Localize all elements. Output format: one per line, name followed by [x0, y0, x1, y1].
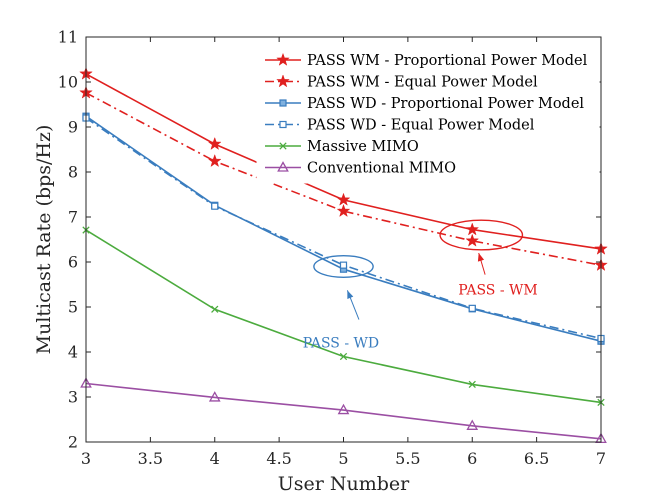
series-line	[85, 92, 602, 266]
annotation-label: PASS - WD	[303, 336, 379, 352]
data-point	[337, 403, 350, 415]
y-tick-label: 2	[68, 433, 78, 452]
legend-entry-5: Massive MIMO	[265, 139, 419, 155]
y-tick-label: 5	[68, 298, 78, 317]
data-point	[207, 136, 222, 150]
x-tick-label: 5	[338, 449, 348, 468]
legend-marker	[277, 161, 289, 172]
data-point	[339, 261, 348, 269]
data-point	[207, 153, 222, 168]
data-point	[465, 233, 480, 247]
data-point	[465, 222, 480, 236]
annotation-arrow-head	[347, 290, 354, 299]
data-point	[466, 419, 479, 430]
y-tick-label: 9	[68, 118, 78, 137]
data-point	[468, 304, 476, 312]
data-point	[336, 203, 351, 218]
x-tick-label: 6.5	[524, 449, 549, 468]
legend-marker	[276, 52, 290, 66]
x-tick-label: 6	[467, 449, 477, 468]
y-tick-label: 3	[68, 388, 78, 407]
data-point	[211, 202, 219, 210]
legend-label: PASS WD - Equal Power Model	[307, 118, 535, 134]
legend-entry-4: PASS WD - Equal Power Model	[265, 118, 535, 134]
annotation-layer: PASS - WM PASS - WD	[303, 219, 538, 352]
x-tick-label: 3.5	[138, 449, 163, 468]
y-tick-label: 8	[68, 163, 78, 182]
data-point	[339, 352, 348, 361]
legend-label: PASS WM - Equal Power Model	[307, 75, 538, 91]
legend-label: PASS WM - Proportional Power Model	[307, 53, 588, 69]
data-point	[211, 305, 219, 313]
annotation-ellipse	[313, 254, 374, 278]
legend-label: PASS WD - Proportional Power Model	[307, 96, 584, 112]
legend-entry-2: PASS WM - Equal Power Model	[265, 74, 538, 91]
x-tick-label: 7	[596, 449, 606, 468]
y-tick-label: 4	[68, 343, 78, 362]
series-line	[85, 117, 602, 340]
legend-marker	[279, 142, 287, 150]
legend-marker	[279, 99, 287, 107]
annotation-label: PASS - WM	[458, 282, 538, 298]
y-axis-label: Multicast Rate (bps/Hz)	[33, 125, 55, 355]
annotation-ellipse	[439, 219, 524, 251]
legend-marker	[276, 74, 290, 88]
legend-entry-1: PASS WM - Proportional Power Model	[265, 52, 588, 69]
annotation-1: PASS - WM	[439, 219, 538, 298]
annotation-arrow-head	[477, 253, 485, 262]
x-tick-label: 4	[210, 449, 220, 468]
y-tick-label: 11	[58, 28, 78, 47]
legend-entry-6: Conventional MIMO	[265, 161, 456, 177]
legend-label: Conventional MIMO	[307, 161, 456, 177]
y-tick-label: 6	[68, 253, 78, 272]
legend-entry-3: PASS WD - Proportional Power Model	[265, 96, 584, 112]
series-line	[85, 382, 602, 440]
data-point	[468, 380, 476, 389]
y-tick-label: 10	[58, 73, 78, 92]
y-tick-label: 7	[68, 208, 78, 227]
x-axis-label: User Number	[278, 473, 410, 495]
legend-marker	[279, 120, 287, 129]
legend-label: Massive MIMO	[307, 139, 419, 155]
data-point	[208, 391, 221, 402]
data-point	[336, 192, 351, 206]
x-tick-label: 4.5	[266, 449, 291, 468]
annotation-2: PASS - WD	[303, 254, 379, 352]
legend-box	[256, 43, 600, 184]
x-tick-label: 5.5	[395, 449, 420, 468]
legend: PASS WM - Proportional Power Model PASS W…	[256, 43, 600, 184]
x-tick-label: 3	[81, 449, 91, 468]
